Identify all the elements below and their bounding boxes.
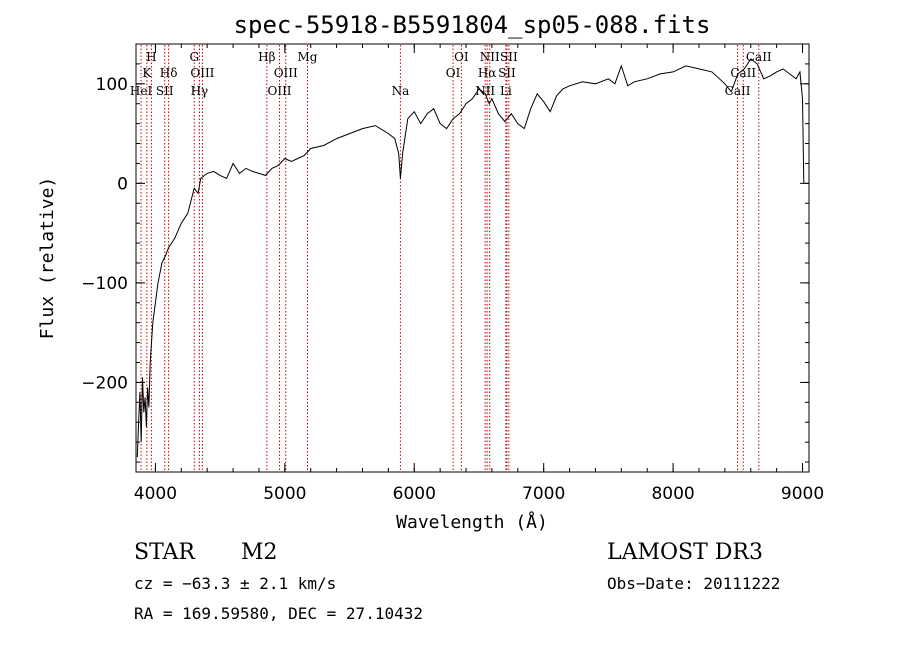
line-marker-label: OI xyxy=(454,50,469,64)
x-tick-label: 9000 xyxy=(781,484,824,504)
y-axis-ticks: −200 −100 0 100 xyxy=(81,63,809,463)
object-class: STAR xyxy=(134,540,196,565)
object-subclass: M2 xyxy=(241,540,278,565)
observation-date: Obs−Date: 20111222 xyxy=(607,574,780,593)
line-marker-labels: HeIKHSIIHδGHγOIIIHβOIIIOIIIMgNaOIOINIIHα… xyxy=(130,50,772,98)
chart-title: spec-55918-B5591804_sp05-088.fits xyxy=(234,11,711,39)
plot-frame xyxy=(135,43,810,473)
line-marker-label: CaII xyxy=(746,50,772,64)
line-marker-label: OIII xyxy=(190,66,214,80)
line-marker-label: SII xyxy=(498,66,516,80)
line-marker-label: OIII xyxy=(267,84,291,98)
line-marker-label: OIII xyxy=(274,66,298,80)
line-marker-label: Li xyxy=(500,84,512,98)
x-tick-label: 8000 xyxy=(651,484,694,504)
y-tick-label: −100 xyxy=(81,274,128,294)
line-marker-label: Na xyxy=(392,84,410,98)
line-marker-label: Hβ xyxy=(258,50,275,64)
x-axis-label: Wavelength (Å) xyxy=(396,511,548,533)
x-axis-ticks: 4000 5000 6000 7000 8000 9000 xyxy=(134,44,824,504)
x-tick-label: 4000 xyxy=(134,484,177,504)
survey-name: LAMOST DR3 xyxy=(607,540,763,565)
line-marker-label: OI xyxy=(446,66,461,80)
x-tick-label: 7000 xyxy=(522,484,565,504)
spectrum-line xyxy=(136,58,805,458)
line-markers xyxy=(140,45,760,471)
line-marker-label: HeI xyxy=(130,84,153,98)
line-marker-label: SII xyxy=(156,84,174,98)
line-marker-label: K xyxy=(142,66,152,80)
line-marker-label: CaII xyxy=(725,84,751,98)
line-marker-label: G xyxy=(189,50,199,64)
y-tick-label: 0 xyxy=(117,174,128,194)
y-tick-label: 100 xyxy=(96,75,128,95)
line-marker-label: Mg xyxy=(298,50,318,64)
line-marker-label: NII xyxy=(480,50,500,64)
line-marker-label: Hα xyxy=(478,66,497,80)
line-marker-label: SII xyxy=(500,50,518,64)
redshift-cz: cz = −63.3 ± 2.1 km/s xyxy=(134,574,336,593)
line-marker-label: Hδ xyxy=(160,66,178,80)
x-tick-label: 5000 xyxy=(263,484,306,504)
line-marker-label: CaII xyxy=(730,66,756,80)
y-axis-label: Flux (relative) xyxy=(37,177,58,340)
y-tick-label: −200 xyxy=(81,373,128,393)
line-marker-label: NII xyxy=(475,84,495,98)
x-tick-label: 6000 xyxy=(393,484,436,504)
line-marker-label: H xyxy=(146,50,156,64)
coordinates: RA = 169.59580, DEC = 27.10432 xyxy=(134,604,423,623)
line-marker-label: Hγ xyxy=(191,84,209,98)
